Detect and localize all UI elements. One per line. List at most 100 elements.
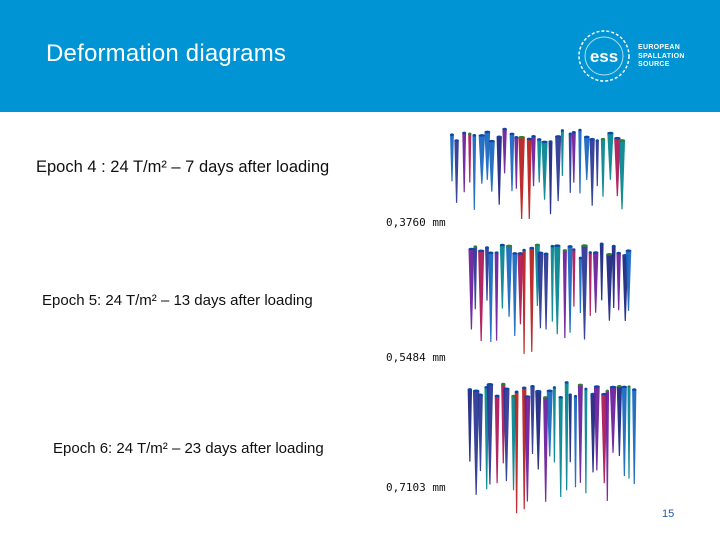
deformation-pin — [600, 139, 606, 197]
deformation-pin-cap — [577, 383, 583, 387]
logo-line-2: SPALLATION — [638, 52, 685, 60]
deformation-pin — [562, 250, 567, 339]
deformation-pin — [578, 130, 582, 194]
deformation-pin — [543, 397, 549, 502]
deformation-pin-cap — [614, 136, 621, 140]
deformation-pin — [552, 387, 556, 463]
deformation-pin-cap — [583, 135, 590, 139]
deformation-pin-cap — [558, 395, 563, 399]
deformation-pin-cap — [578, 256, 582, 260]
deformation-pin — [472, 390, 480, 495]
deformation-pin-cap — [554, 244, 561, 247]
deformation-pin — [560, 130, 564, 176]
deformation-pin-cap — [514, 135, 519, 139]
deformation-pin-cap — [512, 252, 518, 255]
deformation-pin-cap — [473, 245, 478, 248]
deformation-pin — [609, 387, 617, 453]
deformation-pin-cap — [462, 131, 467, 135]
deformation-pin — [514, 137, 519, 189]
deformation-pin — [514, 391, 519, 514]
epoch-6-deformation: 0,7103 mm — [386, 481, 446, 494]
deformation-pin — [503, 388, 510, 482]
deformation-pin-cap — [472, 134, 477, 137]
deformation-pin-cap — [588, 251, 592, 254]
deformation-pin — [599, 243, 604, 301]
deformation-pin — [485, 247, 489, 301]
deformation-pin — [605, 390, 610, 501]
deformation-pin — [607, 133, 614, 180]
deformation-pin — [454, 140, 459, 203]
deformation-pin — [546, 390, 553, 457]
deformation-pin-cap — [627, 385, 631, 388]
deformation-pin — [572, 249, 576, 307]
epoch-4-label: Epoch 4 : 24 T/m² – 7 days after loading — [36, 158, 330, 176]
deformation-pin — [473, 246, 478, 310]
deformation-pin-cap — [537, 251, 544, 255]
deformation-pin-cap — [543, 252, 549, 256]
deformation-pin — [518, 137, 525, 219]
deformation-pin-cap — [526, 137, 532, 141]
deformation-pin — [522, 250, 526, 354]
header-bar: Deformation diagrams ess EUROPEAN SPALLA… — [0, 0, 720, 112]
deformation-pin-cap — [541, 140, 548, 144]
deformation-pin-cap — [581, 244, 588, 247]
deformation-pin-cap — [537, 138, 542, 141]
deformation-pin — [568, 394, 572, 463]
deformation-pin — [593, 386, 600, 471]
deformation-pin — [529, 248, 535, 352]
deformation-pin — [571, 132, 576, 183]
deformation-pin — [524, 396, 531, 502]
deformation-pin — [543, 253, 549, 330]
epoch-6-label: Epoch 6: 24 T/m² – 23 days after loading — [53, 440, 324, 457]
deformation-pin-cap — [564, 381, 569, 384]
deformation-pin — [588, 252, 592, 316]
deformation-pin-cap — [568, 132, 572, 136]
deformation-pin — [526, 138, 532, 219]
deformation-pin — [494, 252, 499, 341]
deformation-pin-cap — [571, 130, 576, 134]
deformation-pin-cap — [607, 131, 614, 135]
deformation-pin — [499, 245, 505, 309]
deformation-pin-cap — [524, 395, 531, 398]
deformation-pin-cap — [562, 249, 567, 252]
deformation-pin-cap — [548, 140, 553, 143]
deformation-pin-cap — [502, 127, 507, 131]
deformation-pin — [595, 140, 599, 187]
deformation-pin-cap — [478, 134, 486, 137]
deformation-pin-cap — [511, 394, 516, 398]
deformation-pin — [537, 252, 544, 329]
deformation-pin — [484, 131, 491, 180]
deformation-pin-cap — [486, 382, 494, 386]
ess-logo-text: EUROPEAN SPALLATION SOURCE — [638, 44, 685, 70]
deformation-pin-cap — [496, 135, 502, 139]
deformation-pin — [494, 395, 500, 484]
deformation-pin — [531, 136, 536, 187]
deformation-pin-cap — [616, 251, 621, 255]
deformation-pin — [625, 250, 632, 311]
deformation-pin-cap — [468, 247, 475, 251]
deformation-pin — [541, 141, 548, 200]
deformation-pin — [550, 246, 555, 322]
slide-title: Deformation diagrams — [46, 40, 287, 67]
deformation-pin-cap — [530, 384, 535, 388]
deformation-pin — [555, 136, 562, 202]
deformation-pin — [506, 245, 513, 317]
deformation-pin-cap — [595, 139, 599, 142]
deformation-pin-cap — [573, 394, 578, 398]
deformation-pin-cap — [488, 139, 495, 143]
deformation-pin — [488, 252, 494, 342]
deformation-pin — [512, 253, 518, 336]
deformation-pin — [554, 245, 561, 335]
deformation-pin — [468, 249, 475, 330]
deformation-pin — [502, 129, 507, 174]
deformation-pin-cap — [450, 133, 454, 137]
deformation-pin-cap — [501, 382, 506, 386]
deformation-pin — [577, 384, 583, 483]
deformation-pin-cap — [605, 389, 610, 393]
deformation-pin-cap — [534, 243, 540, 247]
deformation-pin — [477, 394, 483, 472]
ess-logo-mark-text: ess — [590, 47, 618, 66]
page-number: 15 — [662, 508, 675, 520]
deformation-pin-cap — [584, 387, 588, 391]
deformation-pin-cap — [454, 139, 459, 142]
